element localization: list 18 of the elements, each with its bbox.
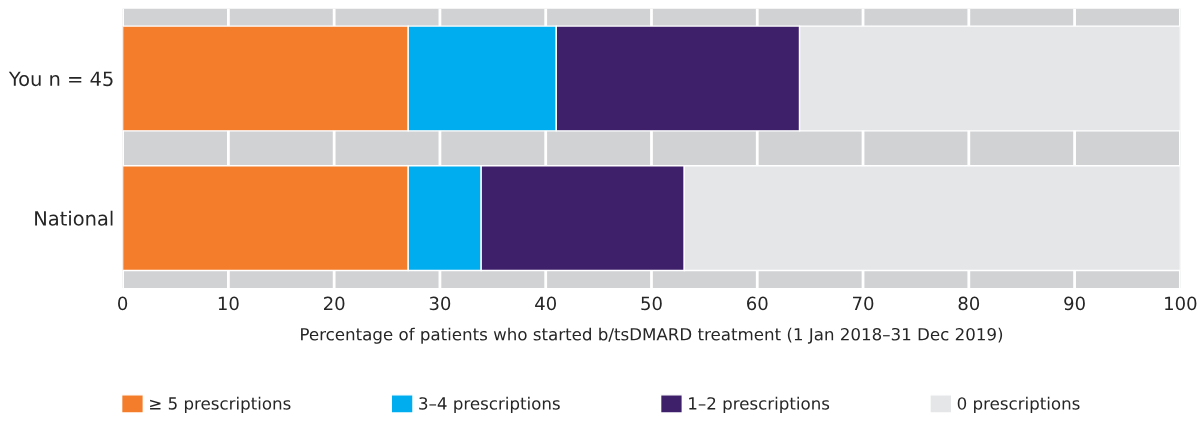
x-tick-label: 60 [747, 296, 768, 311]
x-tick-label: 20 [323, 296, 345, 311]
x-tick-label: 0 [118, 296, 128, 311]
x-tick-label: 30 [429, 296, 451, 311]
x-tick-label: 50 [641, 296, 662, 311]
x-tick-label: 40 [535, 296, 556, 311]
x-axis-title: Percentage of patients who started b/tsDMARD treatment (1 Jan 2018–31 Dec 2019) [301, 327, 1003, 344]
y-tick-label: National [35, 210, 113, 226]
y-tick-label: You n = 45 [8, 71, 113, 87]
legend-label: ≥ 5 prescriptions [150, 396, 291, 413]
x-tick-label: 70 [853, 296, 874, 311]
x-tick-label: 80 [958, 296, 980, 311]
legend-label: 1–2 prescriptions [689, 396, 830, 413]
x-tick-label: 10 [218, 296, 239, 311]
x-tick-label: 100 [1165, 296, 1197, 311]
legend-label: 3–4 prescriptions [419, 396, 560, 413]
legend-label: 0 prescriptions [957, 396, 1080, 413]
x-tick-label: 90 [1064, 296, 1085, 311]
